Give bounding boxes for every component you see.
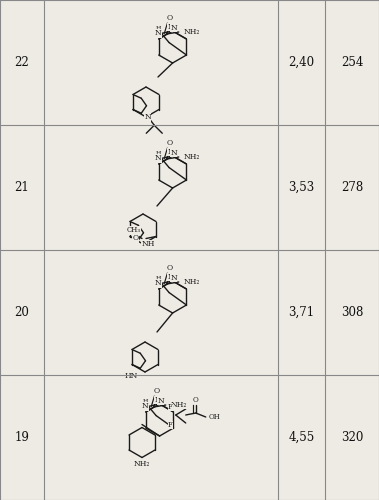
Text: 254: 254	[341, 56, 363, 69]
Text: O: O	[193, 396, 199, 404]
Text: N: N	[167, 148, 174, 156]
Text: N: N	[170, 24, 177, 32]
Text: F: F	[168, 403, 173, 411]
Text: 21: 21	[15, 181, 30, 194]
Text: O: O	[167, 264, 173, 272]
Text: NH₂: NH₂	[134, 460, 150, 468]
Text: N: N	[144, 114, 151, 121]
Text: H: H	[143, 399, 148, 404]
Text: N: N	[155, 30, 161, 38]
Text: O: O	[167, 139, 173, 147]
Text: N: N	[170, 149, 177, 157]
Text: 2,40: 2,40	[288, 56, 315, 69]
Text: HN: HN	[125, 372, 138, 380]
Text: NH₂: NH₂	[184, 28, 200, 36]
Text: 22: 22	[15, 56, 30, 69]
Text: 3,71: 3,71	[288, 306, 315, 319]
Text: NH₂: NH₂	[184, 278, 200, 286]
Text: 3,53: 3,53	[288, 181, 315, 194]
Text: N: N	[157, 397, 164, 405]
Text: N: N	[167, 23, 174, 31]
Text: O: O	[167, 14, 173, 22]
Text: 19: 19	[14, 431, 30, 444]
Text: 4,55: 4,55	[288, 431, 315, 444]
Text: NH: NH	[141, 240, 155, 248]
Text: F: F	[168, 421, 173, 429]
Text: CH₃: CH₃	[127, 226, 141, 234]
Text: N: N	[154, 396, 161, 404]
Text: NH₂: NH₂	[171, 401, 187, 409]
Text: H: H	[156, 26, 161, 31]
Text: N: N	[155, 154, 161, 162]
Text: NH₂: NH₂	[184, 153, 200, 161]
Text: N: N	[170, 274, 177, 282]
Text: OH: OH	[209, 413, 221, 421]
Text: O: O	[153, 387, 160, 395]
Text: O: O	[133, 234, 139, 242]
Text: N: N	[142, 402, 149, 410]
Text: H: H	[156, 276, 161, 281]
Text: 20: 20	[14, 306, 30, 319]
Text: N: N	[167, 273, 174, 281]
Text: 308: 308	[341, 306, 363, 319]
Text: 278: 278	[341, 181, 363, 194]
Text: H: H	[156, 151, 161, 156]
Text: 320: 320	[341, 431, 363, 444]
Text: N: N	[155, 280, 161, 287]
